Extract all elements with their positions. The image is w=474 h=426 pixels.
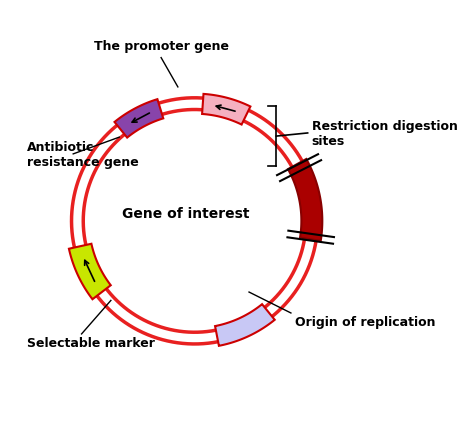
Polygon shape — [288, 160, 322, 241]
Polygon shape — [202, 95, 250, 125]
Text: Origin of replication: Origin of replication — [295, 315, 436, 328]
Polygon shape — [69, 244, 111, 299]
Polygon shape — [115, 100, 163, 138]
Text: Selectable marker: Selectable marker — [27, 336, 155, 349]
Text: Antibiotic
resistance gene: Antibiotic resistance gene — [27, 141, 139, 169]
Polygon shape — [215, 305, 275, 346]
Text: The promoter gene: The promoter gene — [94, 40, 228, 52]
Text: Restriction digestion
sites: Restriction digestion sites — [312, 120, 458, 147]
Text: Gene of interest: Gene of interest — [122, 206, 250, 220]
